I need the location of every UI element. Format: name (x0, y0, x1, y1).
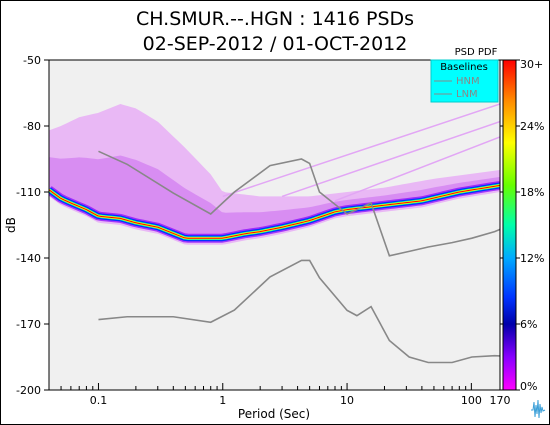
colorbar-tick-label: 0% (520, 380, 537, 393)
y-tick-label: -200 (16, 384, 41, 397)
density-inner (49, 155, 500, 242)
legend-lnm-label: LNM (456, 89, 478, 100)
x-axis: 0.1 1 10 100 170 (48, 383, 511, 407)
colorbar-tick-label: 18% (520, 186, 544, 199)
x-tick-label: 100 (461, 394, 482, 407)
y-axis-label: dB (4, 217, 18, 233)
y-tick-label: -140 (16, 252, 41, 265)
colorbar-ticks: 30+ 24% 18% 12% 6% 0% (516, 58, 544, 393)
x-tick-label: 170 (490, 394, 511, 407)
outlier-trace (281, 120, 500, 198)
legend-hnm-label: HNM (456, 76, 480, 87)
plot-border (48, 59, 501, 391)
baseline-lnm (98, 259, 500, 364)
y-tick-label: -80 (23, 120, 41, 133)
ridge-red (49, 184, 500, 239)
x-tick-label: 0.1 (90, 394, 108, 407)
x-axis-label: Period (Sec) (238, 407, 310, 421)
legend-title: Baselines (440, 62, 488, 73)
x-tick-label: 10 (340, 394, 354, 407)
colorbar-label: PSD PDF (455, 47, 498, 58)
y-tick-label: -170 (16, 318, 41, 331)
seismogram-logo (530, 398, 546, 420)
legend-box: Baselines HNM LNM (430, 59, 499, 103)
colorbar-tick-label: 12% (520, 252, 544, 265)
y-tick-label: -50 (23, 54, 41, 67)
outlier-trace (334, 136, 500, 202)
outlier-trace (222, 103, 500, 198)
chart-title-line1: CH.SMUR.--.HGN : 1416 PSDs (136, 8, 414, 30)
colorbar-tick-label: 6% (520, 318, 537, 331)
chart-title-line2: 02-SEP-2012 / 01-OCT-2012 (143, 33, 408, 55)
colorbar-tick-label: 24% (520, 120, 544, 133)
x-tick-label: 1 (219, 394, 226, 407)
baseline-hnm (98, 150, 500, 257)
y-tick-label: -110 (16, 186, 41, 199)
colorbar-tick-label: 30+ (520, 58, 543, 71)
baseline-curves (98, 150, 500, 364)
psd-density-cloud (49, 103, 500, 245)
colorbar (502, 59, 517, 391)
